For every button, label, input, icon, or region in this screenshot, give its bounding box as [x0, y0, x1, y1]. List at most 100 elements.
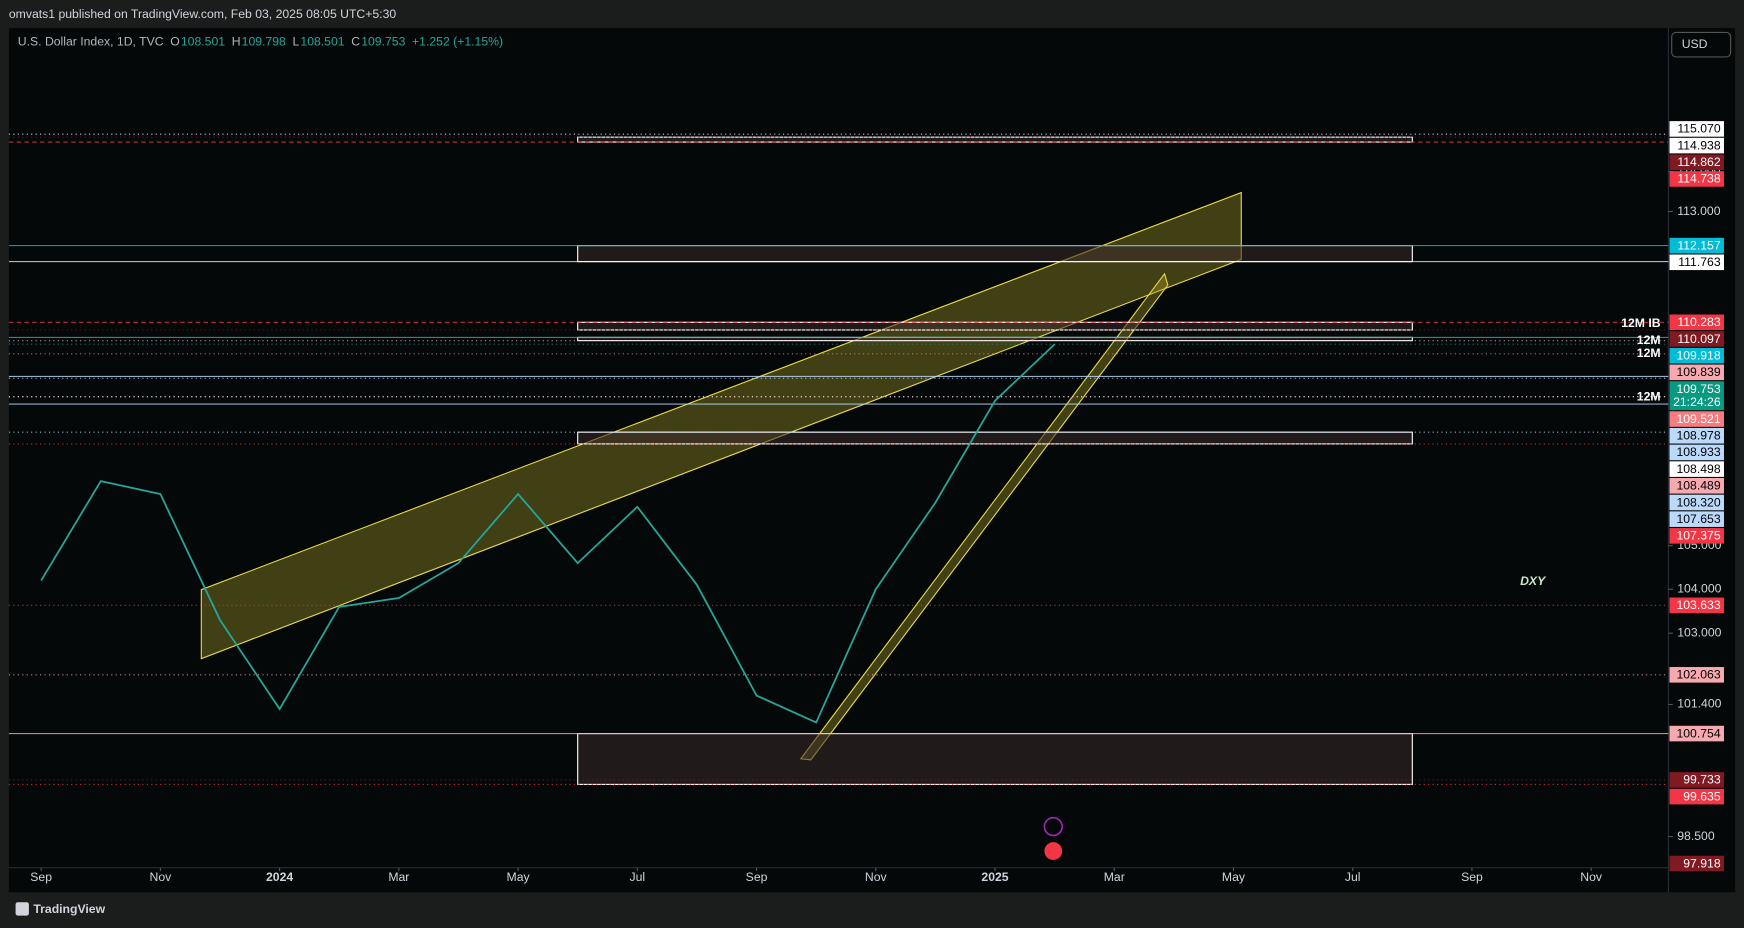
price-level-label: 110.283 — [1677, 315, 1720, 329]
price-level-badge — [1669, 597, 1724, 614]
price-level-label: 108.489 — [1676, 479, 1720, 493]
price-level-badge — [1669, 667, 1724, 683]
price-level-label: 108.978 — [1676, 429, 1720, 443]
price-level-badge — [1669, 314, 1724, 331]
price-level-badge — [1669, 511, 1724, 527]
price-level-badge — [1669, 381, 1724, 411]
price-level-label: 109.753 — [1676, 382, 1720, 396]
price-level-label: 114.938 — [1677, 138, 1720, 152]
price-level-label: 108.498 — [1676, 462, 1720, 476]
level-annotation: 12M — [1637, 333, 1661, 347]
x-tick-label: Nov — [865, 870, 888, 884]
price-level-label: 109.918 — [1676, 348, 1720, 362]
price-level-badge — [1669, 411, 1724, 427]
price-level-badge — [1669, 331, 1724, 347]
zone — [577, 321, 1413, 331]
level-annotation: 12M IB — [1621, 316, 1661, 330]
x-tick-label: 2024 — [266, 870, 293, 884]
y-tick-label: 113.000 — [1677, 204, 1720, 218]
price-level-label: 109.521 — [1676, 412, 1720, 426]
price-level-label: 103.633 — [1676, 598, 1720, 612]
x-tick-label: Sep — [30, 870, 52, 884]
price-level-label: 114.738 — [1677, 172, 1720, 186]
price-level-label: 112.157 — [1677, 238, 1720, 252]
price-level-label: 100.754 — [1676, 726, 1720, 740]
price-level-label: 108.933 — [1676, 445, 1720, 459]
price-level-badge — [1669, 788, 1724, 805]
price-level-badge — [1669, 528, 1724, 544]
x-tick-label: Mar — [1104, 870, 1125, 884]
y-tick-label: 103.000 — [1677, 625, 1721, 639]
price-level-badge — [1669, 137, 1724, 154]
legend-value: 108.501 — [181, 35, 225, 49]
x-tick-label: Nov — [150, 870, 173, 884]
event-icon[interactable] — [1044, 842, 1063, 860]
legend-key: O — [170, 35, 180, 49]
brand-name: TradingView — [33, 902, 105, 916]
legend-value: 109.798 — [242, 35, 286, 49]
y-tick-label: 101.400 — [1677, 697, 1721, 711]
zone — [577, 733, 1413, 785]
price-line — [40, 343, 1056, 724]
x-tick-label: May — [507, 870, 531, 884]
legend-value: 108.501 — [300, 35, 344, 49]
header-title: omvats1 published on TradingView.com, Fe… — [9, 7, 396, 21]
price-level-label: 99.733 — [1683, 773, 1721, 787]
price-level-badge — [1669, 444, 1724, 461]
price-level-badge — [1669, 237, 1724, 254]
legend-change: +1.252 (+1.15%) — [412, 35, 503, 49]
y-tick-label: 104.000 — [1677, 581, 1721, 595]
legend-key: H — [232, 35, 241, 49]
price-level-label: 108.320 — [1676, 495, 1720, 509]
price-level-label: 115.070 — [1677, 122, 1720, 136]
price-level-badge — [1669, 254, 1724, 271]
zone — [577, 136, 1413, 143]
price-level-label: 111.763 — [1678, 255, 1721, 269]
zone — [577, 431, 1413, 445]
price-level-label: 114.862 — [1677, 155, 1720, 169]
price-level-label: 102.063 — [1676, 668, 1720, 682]
level-annotation: 12M — [1637, 389, 1661, 403]
price-level-badge — [1669, 855, 1724, 872]
currency-label[interactable]: USD — [1682, 37, 1708, 51]
x-tick-label: Mar — [388, 870, 409, 884]
legend-series-name: U.S. Dollar Index, 1D, TVC — [18, 35, 164, 49]
price-level-badge — [1669, 364, 1724, 381]
x-tick-label: Sep — [1461, 870, 1483, 884]
price-level-label: 107.375 — [1676, 529, 1720, 543]
price-level-badge — [1669, 121, 1724, 137]
legend-value: 109.753 — [361, 35, 405, 49]
price-level-label: 109.839 — [1676, 365, 1720, 379]
price-level-label: 107.653 — [1676, 512, 1720, 526]
price-level-badge — [1669, 171, 1724, 187]
price-level-badge — [1669, 725, 1724, 742]
price-level-badge — [1669, 427, 1724, 444]
x-tick-label: 2025 — [981, 870, 1008, 884]
event-icon[interactable] — [1043, 816, 1064, 837]
price-level-badge — [1669, 347, 1724, 364]
price-level-label: 97.918 — [1683, 856, 1721, 870]
legend-key: L — [293, 35, 300, 49]
legend-key: C — [351, 35, 360, 49]
level-annotation: 12M — [1637, 346, 1661, 360]
y-tick-label: 98.500 — [1677, 829, 1715, 843]
countdown: 21:24:26 — [1673, 395, 1721, 409]
price-level-label: 99.635 — [1683, 789, 1721, 803]
x-tick-label: Jul — [630, 870, 646, 884]
currency-button[interactable] — [1671, 31, 1732, 58]
symbol-watermark: DXY — [1520, 574, 1547, 588]
x-tick-label: May — [1222, 870, 1246, 884]
price-level-badge — [1669, 478, 1724, 494]
price-level-badge — [1669, 461, 1724, 477]
price-level-badge — [1669, 772, 1724, 788]
x-tick-label: Nov — [1580, 870, 1603, 884]
brand-logo — [15, 902, 29, 916]
price-level-badge — [1669, 494, 1724, 511]
price-level-badge — [1669, 154, 1724, 171]
zone — [577, 245, 1413, 263]
x-tick-label: Jul — [1345, 870, 1361, 884]
price-level-label: 110.097 — [1677, 332, 1720, 346]
x-tick-label: Sep — [746, 870, 768, 884]
